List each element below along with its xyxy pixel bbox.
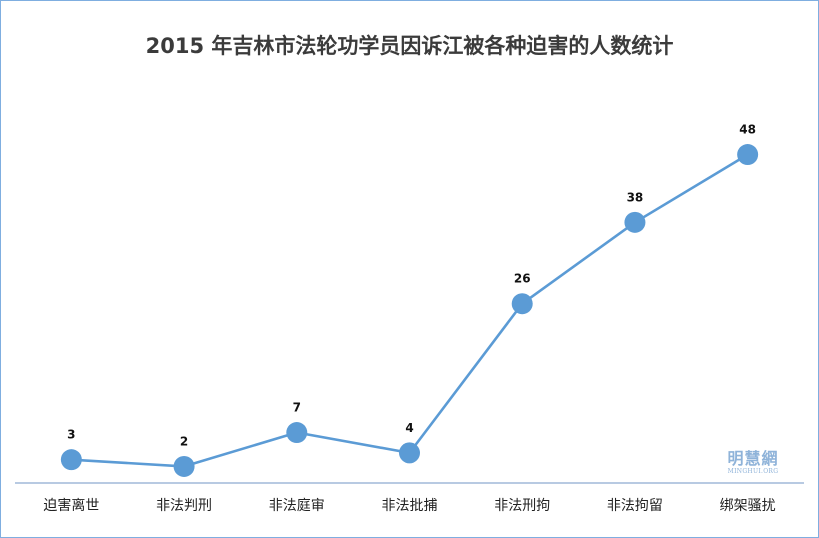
data-point-5 [511,293,533,315]
x-tick-label-3: 非法庭审 [269,497,325,514]
minghui-watermark-logo: 明慧網 MINGHUI.ORG [722,450,784,476]
data-label-7: 48 [739,123,756,137]
x-tick-label-2: 非法判刑 [156,498,212,514]
chart-title: 2015 年吉林市法轮功学员因诉江被各种迫害的人数统计 [145,34,674,58]
watermark-cn: 明慧網 [727,449,779,468]
data-point-3 [286,422,308,444]
x-tick-label-7: 绑架骚扰 [720,498,776,514]
data-label-2: 2 [180,434,188,448]
data-label-4: 4 [405,421,413,435]
x-tick-label-4: 非法批捕 [382,498,438,514]
watermark-en: MINGHUI.ORG [727,468,779,475]
series-line [71,153,749,468]
data-point-6 [624,211,646,233]
x-tick-label-5: 非法刑拘 [494,498,550,514]
data-label-3: 7 [293,401,301,415]
data-point-2 [173,455,195,477]
data-point-4 [399,442,420,464]
data-point-1 [60,449,82,471]
data-label-1: 3 [67,428,75,442]
x-tick-label-1: 迫害离世 [43,497,99,514]
data-point-7 [737,144,759,166]
data-label-5: 26 [514,272,531,286]
x-tick-label-6: 非法拘留 [607,498,663,514]
data-label-6: 38 [627,190,644,204]
